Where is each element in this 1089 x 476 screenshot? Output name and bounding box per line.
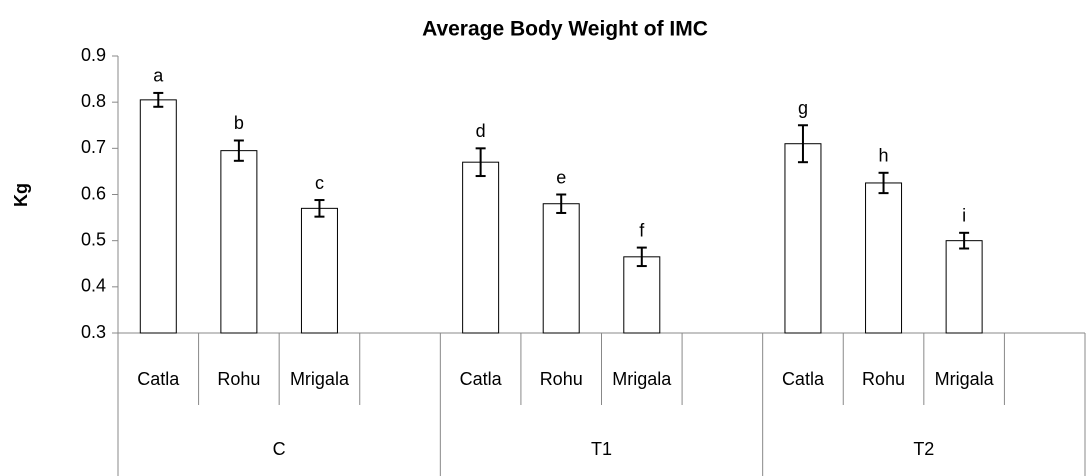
bar <box>623 256 661 334</box>
bar <box>865 182 903 334</box>
x-tick-label: Rohu <box>862 369 905 389</box>
significance-label: a <box>153 66 164 86</box>
significance-label: f <box>639 220 645 240</box>
significance-label: e <box>556 167 566 187</box>
bar <box>542 203 580 334</box>
group-label: T1 <box>591 439 612 459</box>
x-tick-label: Rohu <box>217 369 260 389</box>
x-tick-label: Catla <box>137 369 180 389</box>
bar <box>139 99 177 334</box>
x-tick-label: Mrigala <box>935 369 995 389</box>
significance-label: c <box>315 173 324 193</box>
y-tick-label: 0.3 <box>81 322 106 342</box>
y-tick-label: 0.9 <box>81 45 106 65</box>
y-tick-label: 0.7 <box>81 137 106 157</box>
x-tick-label: Mrigala <box>290 369 350 389</box>
significance-label: i <box>962 206 966 226</box>
y-axis-label: Kg <box>11 183 31 207</box>
x-tick-label: Catla <box>460 369 503 389</box>
bar <box>220 150 258 334</box>
x-tick-label: Rohu <box>540 369 583 389</box>
bar <box>462 161 500 334</box>
bar <box>784 143 822 334</box>
y-tick-label: 0.4 <box>81 276 106 296</box>
y-tick-label: 0.6 <box>81 183 106 203</box>
significance-label: d <box>476 121 486 141</box>
x-tick-label: Catla <box>782 369 825 389</box>
bar <box>945 240 983 334</box>
bar <box>300 207 338 334</box>
x-tick-label: Mrigala <box>612 369 672 389</box>
significance-label: g <box>798 98 808 118</box>
significance-label: b <box>234 113 244 133</box>
y-tick-label: 0.5 <box>81 229 106 249</box>
group-label: C <box>273 439 286 459</box>
significance-label: h <box>879 146 889 166</box>
y-tick-label: 0.8 <box>81 91 106 111</box>
chart-title: Average Body Weight of IMC <box>422 18 708 41</box>
group-label: T2 <box>913 439 934 459</box>
